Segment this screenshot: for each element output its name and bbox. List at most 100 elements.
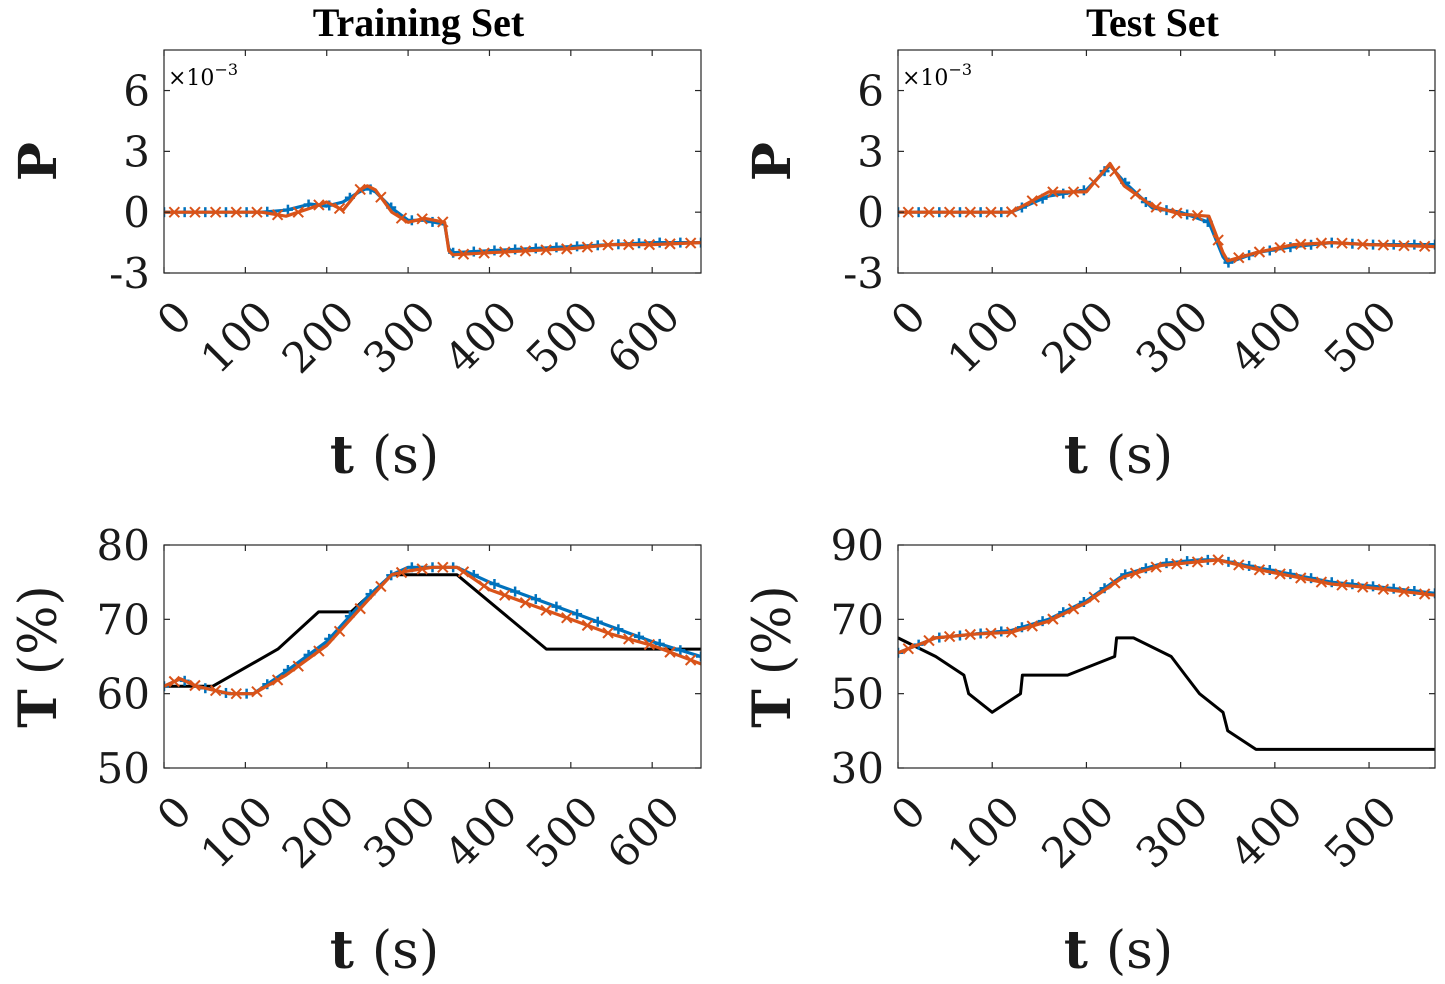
x-tick-label: 500 (1315, 786, 1406, 877)
y-axis-label-unit: (%) (9, 585, 69, 675)
data-point-predicted (923, 206, 935, 218)
x-tick-label: 0 (882, 291, 936, 345)
x-tick-label: 200 (273, 291, 364, 382)
x-axis-label-unit: (s) (1106, 426, 1173, 486)
data-point-predicted (1067, 603, 1080, 615)
series-line-measured (164, 186, 701, 255)
data-point-predicted (943, 630, 956, 643)
data-point-predicted (561, 243, 573, 255)
data-point-predicted (313, 199, 325, 211)
data-point-predicted (1171, 207, 1183, 219)
x-axis-label-unit: (s) (1106, 921, 1173, 981)
chart-title: Test Set (1086, 0, 1220, 45)
data-point-predicted (168, 675, 181, 688)
y-tick-label: 0 (123, 188, 150, 237)
data-point-predicted (292, 206, 304, 218)
data-point-predicted (1026, 620, 1038, 632)
y-axis-label: T (%) (742, 585, 803, 728)
data-point-predicted (1212, 234, 1224, 246)
data-point-predicted (902, 643, 915, 655)
x-tick-label: 300 (354, 786, 445, 877)
y-axis-label: P (8, 142, 69, 181)
x-tick-label: 300 (1126, 786, 1217, 877)
data-point-predicted (230, 687, 242, 700)
data-point-predicted (1088, 591, 1100, 603)
data-point-measured (489, 578, 500, 589)
data-point-predicted (333, 202, 346, 215)
data-point-predicted (271, 674, 284, 686)
data-point-predicted (354, 602, 366, 615)
data-point-predicted (1418, 588, 1431, 600)
axis-exponent-base: ×10 (168, 66, 214, 91)
data-point-predicted (1191, 556, 1204, 568)
data-point-predicted (416, 213, 428, 225)
data-point-predicted (375, 580, 387, 593)
data-point-predicted (251, 685, 263, 698)
data-point-predicted (395, 566, 408, 579)
x-axis-label: t (s) (330, 425, 439, 486)
series-line-measured (898, 558, 1435, 655)
x-axis-label: t (s) (1064, 920, 1173, 981)
x-tick-label: 300 (354, 291, 445, 382)
data-point-predicted (902, 206, 915, 218)
data-point-measured (1058, 188, 1069, 199)
data-point-measured (282, 204, 293, 215)
series-line-predicted (898, 558, 1435, 655)
data-point-predicted (1109, 165, 1121, 177)
data-point-predicted (230, 206, 242, 218)
data-point-predicted (478, 247, 490, 259)
data-point-predicted (1129, 567, 1142, 579)
y-axis-label-unit: (%) (743, 585, 803, 675)
series-line-predicted (164, 184, 701, 257)
plot-area (164, 183, 701, 260)
data-point-predicted (602, 627, 614, 639)
data-point-predicted (1067, 186, 1080, 198)
data-point-predicted (540, 244, 552, 256)
data-point-predicted (1005, 626, 1018, 638)
data-point-predicted (1315, 576, 1328, 588)
data-point-predicted (1191, 209, 1204, 222)
y-axis-label-var: T (742, 689, 803, 728)
x-tick-label: 100 (938, 786, 1029, 877)
x-tick-label: 100 (938, 291, 1029, 382)
x-tick-label: 100 (191, 291, 282, 382)
data-point-predicted (375, 191, 387, 203)
data-point-measured (675, 645, 686, 656)
data-point-predicted (985, 206, 997, 218)
data-point-predicted (354, 183, 366, 196)
y-axis-label-var: P (742, 142, 803, 181)
data-point-predicted (964, 628, 976, 641)
y-tick-label: 3 (123, 127, 150, 176)
x-axis-label-unit: (s) (372, 921, 439, 981)
data-point-predicted (623, 238, 635, 251)
chart-title: Training Set (313, 0, 525, 45)
y-tick-label: -3 (109, 249, 150, 298)
data-point-measured (1430, 239, 1435, 250)
x-tick-label: 500 (517, 291, 608, 382)
y-tick-label: 50 (97, 744, 150, 793)
data-point-predicted (1274, 568, 1286, 580)
x-tick-label: 200 (273, 786, 364, 877)
data-point-predicted (985, 627, 997, 640)
data-point-predicted (457, 566, 470, 578)
axes-box (897, 49, 1436, 274)
data-point-predicted (1047, 613, 1059, 625)
data-point-predicted (189, 206, 201, 218)
plot-area (898, 161, 1435, 268)
x-tick-label: 600 (598, 291, 689, 382)
data-point-predicted (1357, 238, 1369, 250)
x-axis-label-var: t (330, 920, 354, 981)
data-point-predicted (519, 245, 532, 257)
data-point-predicted (499, 246, 511, 258)
data-point-predicted (292, 660, 304, 672)
data-point-predicted (499, 589, 511, 601)
x-tick-label: 500 (517, 786, 608, 877)
x-axis-label-var: t (1064, 425, 1088, 486)
x-axis-label-unit: (s) (372, 426, 439, 486)
data-point-predicted (313, 645, 325, 657)
data-point-predicted (1398, 585, 1410, 598)
data-point-predicted (623, 633, 635, 645)
